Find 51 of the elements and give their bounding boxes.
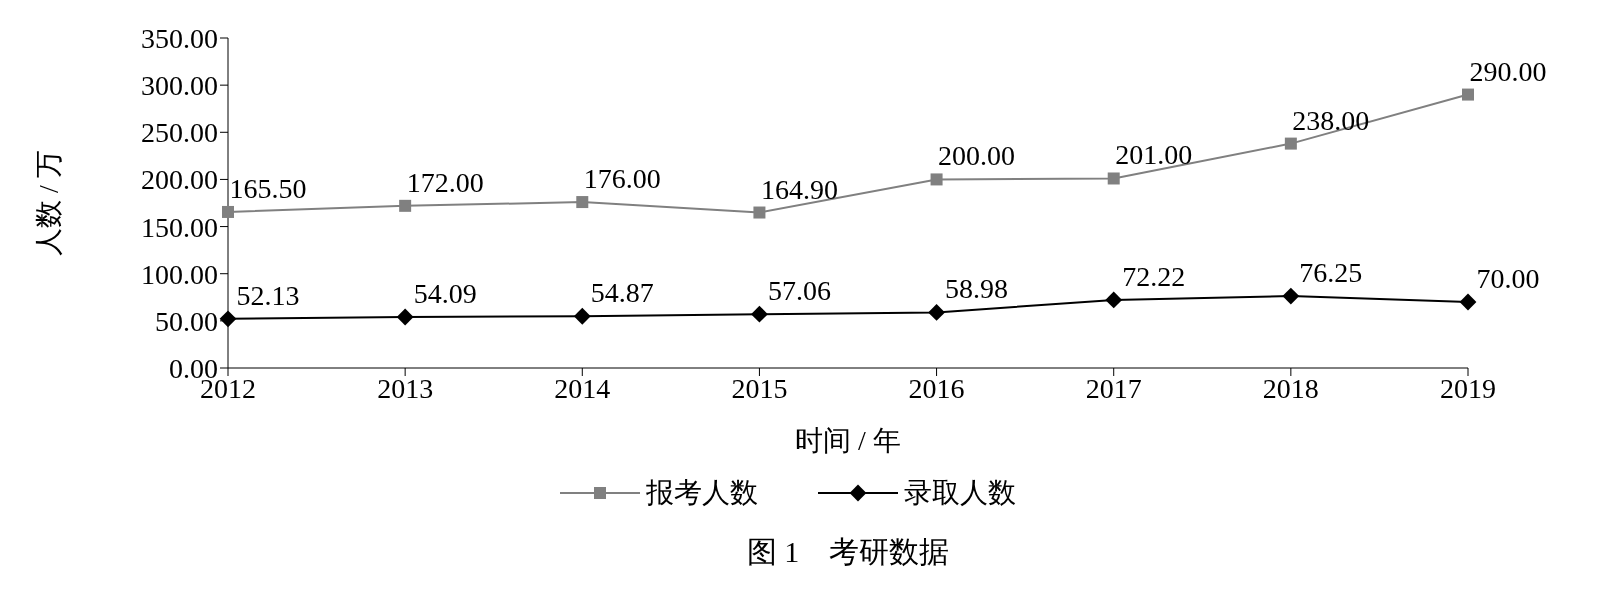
data-label: 52.13 (236, 279, 300, 311)
x-tick-label: 2019 (1440, 372, 1496, 404)
point (573, 307, 591, 325)
x-tick-label: 2013 (377, 372, 434, 404)
point (222, 205, 234, 218)
point (1105, 291, 1123, 309)
data-label: 200.00 (938, 140, 1016, 172)
x-tick-label: 2018 (1262, 372, 1319, 404)
y-axis-title: 人数 / 万 (32, 150, 64, 256)
legend-label: 报考人数 (646, 476, 758, 510)
point (396, 308, 414, 326)
point (1459, 293, 1477, 311)
y-tick-label: 200.00 (141, 164, 218, 196)
text: 图 1 考研数据 (745, 534, 951, 570)
point (399, 199, 412, 212)
y-tick-label: 350.00 (141, 22, 218, 54)
data-label: 72.22 (1122, 260, 1186, 292)
point (576, 196, 589, 209)
data-label: 58.98 (945, 273, 1009, 305)
point (1284, 137, 1297, 150)
data-label: 54.87 (590, 277, 654, 309)
y-tick-label: 150.00 (141, 211, 218, 243)
y-tick-label: 100.00 (141, 258, 218, 290)
point (1107, 172, 1120, 185)
point (928, 303, 945, 321)
data-label: 54.09 (413, 278, 477, 309)
point (1282, 287, 1300, 305)
point (751, 305, 768, 323)
y-tick-label: 250.00 (141, 117, 218, 149)
data-label: 176.00 (583, 163, 661, 195)
data-label: 290.00 (1469, 55, 1547, 87)
x-tick-label: 2016 (908, 372, 965, 404)
y-tick-label: 50.00 (155, 305, 218, 337)
data-label: 201.00 (1115, 139, 1193, 171)
point (930, 173, 943, 186)
data-label: 76.25 (1299, 257, 1363, 289)
data-label: 57.06 (767, 275, 831, 307)
data-label: 165.50 (229, 172, 307, 204)
point (1462, 88, 1474, 101)
point (219, 310, 237, 328)
x-axis-title: 时间 / 年 (795, 425, 901, 456)
x-tick-label: 2017 (1085, 372, 1142, 404)
point (753, 206, 766, 219)
data-label: 172.00 (406, 166, 484, 198)
x-tick-label: 2015 (731, 372, 788, 404)
data-label: 164.90 (760, 173, 838, 205)
y-tick-label: 300.00 (141, 70, 218, 102)
data-label: 70.00 (1476, 263, 1540, 294)
x-tick-label: 2014 (554, 372, 611, 404)
legend-label: 录取人数 (904, 476, 1016, 510)
data-label: 238.00 (1292, 104, 1370, 136)
